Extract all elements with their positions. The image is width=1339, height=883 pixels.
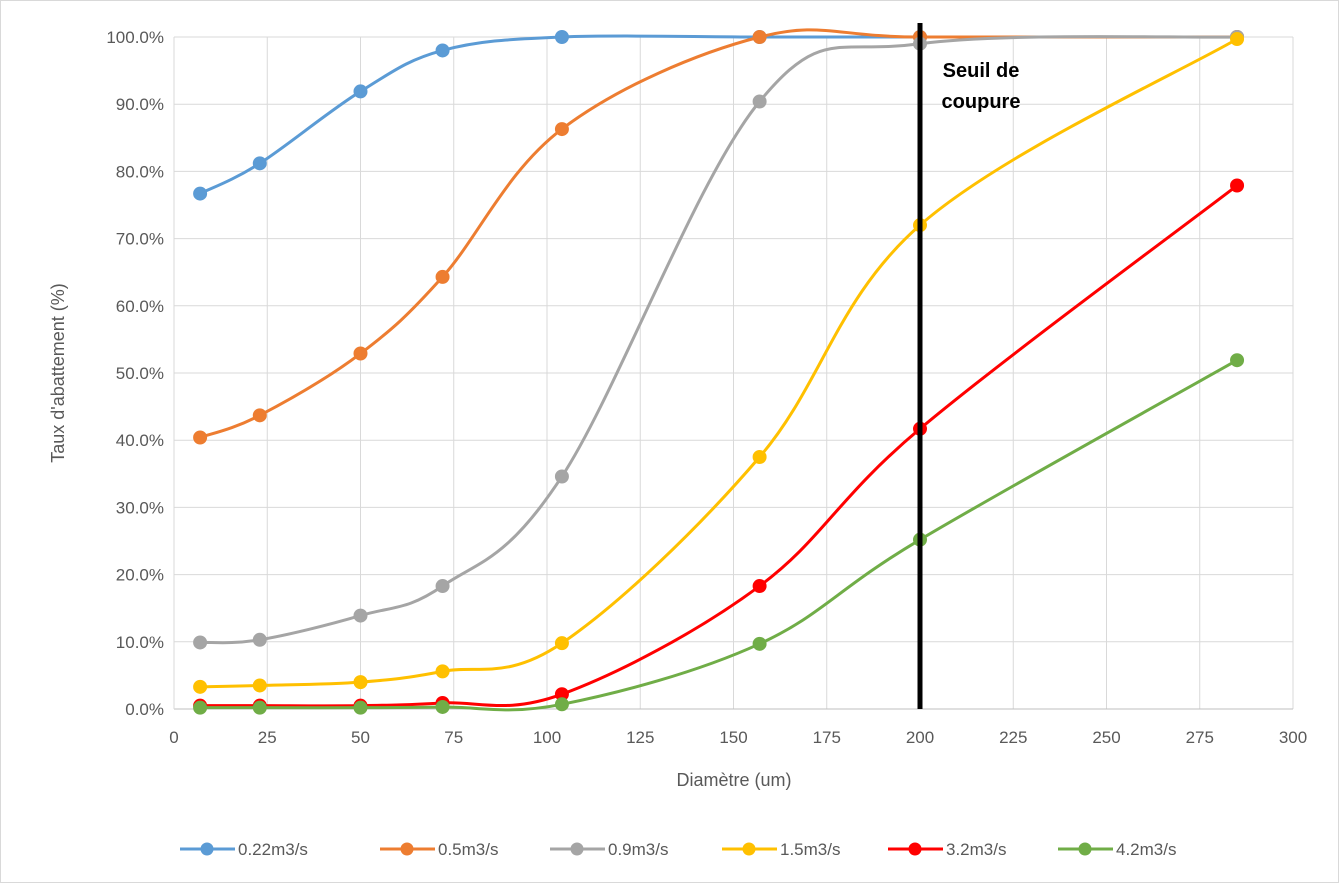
legend-swatch-marker <box>200 842 214 856</box>
legend-swatch-marker <box>570 842 584 856</box>
data-point <box>435 699 450 714</box>
series-4.2m3/s <box>193 353 1245 715</box>
data-point <box>435 43 450 58</box>
x-tick-label: 275 <box>1186 728 1214 747</box>
x-axis-title: Diamètre (um) <box>676 770 791 790</box>
data-point <box>752 30 767 44</box>
data-point <box>752 579 767 594</box>
data-point <box>252 408 267 423</box>
data-point <box>554 30 569 44</box>
x-axis-tick-labels: 0 25 50 75 100 125 150 175 200 225 250 275 300 <box>169 728 1307 747</box>
legend-label: 0.9m3/s <box>608 840 668 859</box>
legend-label: 0.22m3/s <box>238 840 308 859</box>
legend-label: 3.2m3/s <box>946 840 1006 859</box>
data-point <box>1230 353 1245 368</box>
data-point <box>353 700 368 715</box>
x-tick-label: 150 <box>719 728 747 747</box>
x-tick-label: 125 <box>626 728 654 747</box>
y-axis-title: Taux d'abattement (%) <box>48 283 68 463</box>
series-line <box>200 37 1238 689</box>
series-line <box>200 184 1238 708</box>
y-tick-label: 70.0% <box>116 230 164 249</box>
series-0.9m3/s <box>193 30 1245 650</box>
y-tick-label: 10.0% <box>116 633 164 652</box>
data-point <box>752 450 767 464</box>
series-line <box>200 35 1238 645</box>
legend-item: 0.22m3/s <box>180 840 308 859</box>
x-tick-label: 250 <box>1092 728 1120 747</box>
y-tick-label: 20.0% <box>116 566 164 585</box>
series-layer <box>193 28 1245 715</box>
legend: 0.22m3/s 0.5m3/s 0.9m3/s 1.5m3/s 3.2m3/s 4.2m… <box>180 840 1176 859</box>
data-point <box>252 678 267 693</box>
y-tick-label: 40.0% <box>116 431 164 450</box>
data-point <box>353 608 368 623</box>
data-point <box>435 664 450 679</box>
data-point <box>554 122 569 137</box>
legend-label: 4.2m3/s <box>1116 840 1176 859</box>
y-axis-tick-labels: 0.0% 10.0% 20.0% 30.0% 40.0% 50.0% 60.0% 70.0% 8… <box>106 28 164 719</box>
data-point <box>252 632 267 647</box>
legend-item: 4.2m3/s <box>1058 840 1176 859</box>
y-tick-label: 100.0% <box>106 28 164 47</box>
legend-swatch-marker <box>908 842 922 856</box>
data-point <box>193 700 208 715</box>
data-point <box>193 186 208 201</box>
data-point <box>353 84 368 99</box>
data-point <box>193 635 208 650</box>
x-tick-label: 300 <box>1279 728 1307 747</box>
data-point <box>353 346 368 361</box>
data-point <box>193 679 208 694</box>
series-0.5m3/s <box>193 28 1245 445</box>
data-point <box>252 700 267 715</box>
x-tick-label: 200 <box>906 728 934 747</box>
data-point <box>752 636 767 651</box>
legend-swatch-marker <box>742 842 756 856</box>
y-tick-label: 60.0% <box>116 297 164 316</box>
legend-item: 0.5m3/s <box>380 840 498 859</box>
x-tick-label: 50 <box>351 728 370 747</box>
x-tick-label: 100 <box>533 728 561 747</box>
series-1.5m3/s <box>193 32 1245 694</box>
x-tick-label: 25 <box>258 728 277 747</box>
data-point <box>752 94 767 109</box>
threshold-label-line1: Seuil de <box>943 60 1020 82</box>
legend-item: 0.9m3/s <box>550 840 668 859</box>
data-point <box>1230 178 1245 193</box>
legend-swatch-marker <box>400 842 414 856</box>
data-point <box>252 156 267 171</box>
legend-item: 1.5m3/s <box>722 840 840 859</box>
data-point <box>353 675 368 690</box>
x-tick-label: 0 <box>169 728 178 747</box>
legend-label: 0.5m3/s <box>438 840 498 859</box>
y-tick-label: 50.0% <box>116 364 164 383</box>
data-point <box>1230 32 1245 47</box>
data-point <box>554 636 569 651</box>
data-point <box>435 579 450 594</box>
series-0.22m3/s <box>193 30 1245 201</box>
legend-label: 1.5m3/s <box>780 840 840 859</box>
y-tick-label: 90.0% <box>116 95 164 114</box>
x-tick-label: 75 <box>444 728 463 747</box>
y-tick-label: 0.0% <box>125 700 164 719</box>
legend-item: 3.2m3/s <box>888 840 1006 859</box>
y-tick-label: 80.0% <box>116 162 164 181</box>
threshold-label-line2: coupure <box>942 91 1021 113</box>
legend-swatch-marker <box>1078 842 1092 856</box>
series-line <box>200 358 1238 712</box>
data-point <box>554 469 569 484</box>
x-tick-label: 175 <box>813 728 841 747</box>
data-point <box>435 269 450 284</box>
data-point <box>554 697 569 712</box>
x-tick-label: 225 <box>999 728 1027 747</box>
series-line <box>199 34 1238 195</box>
y-tick-label: 30.0% <box>116 498 164 517</box>
data-point <box>193 430 208 445</box>
threshold-layer: Seuil de coupure <box>917 23 1021 709</box>
